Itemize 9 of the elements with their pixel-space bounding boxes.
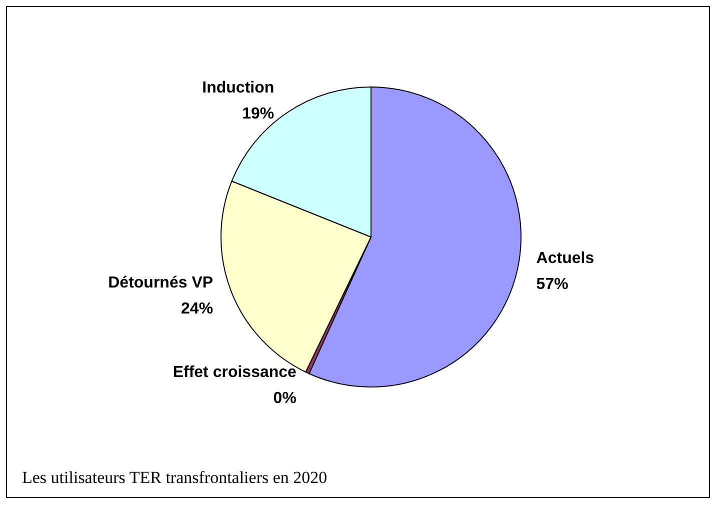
slice-label: Effet croissance bbox=[172, 364, 297, 382]
text: Les utilisateurs TER transfrontaliers en 2020 bbox=[22, 468, 328, 487]
slice-label: Induction bbox=[202, 80, 274, 97]
data-label: 0% bbox=[273, 390, 296, 408]
data-label: 19% bbox=[242, 106, 274, 123]
slice-label: Actuels bbox=[536, 250, 594, 268]
data-label: 24% bbox=[181, 300, 214, 318]
data-label: 57% bbox=[536, 276, 568, 294]
slice-label: Détournés VP bbox=[108, 274, 214, 292]
